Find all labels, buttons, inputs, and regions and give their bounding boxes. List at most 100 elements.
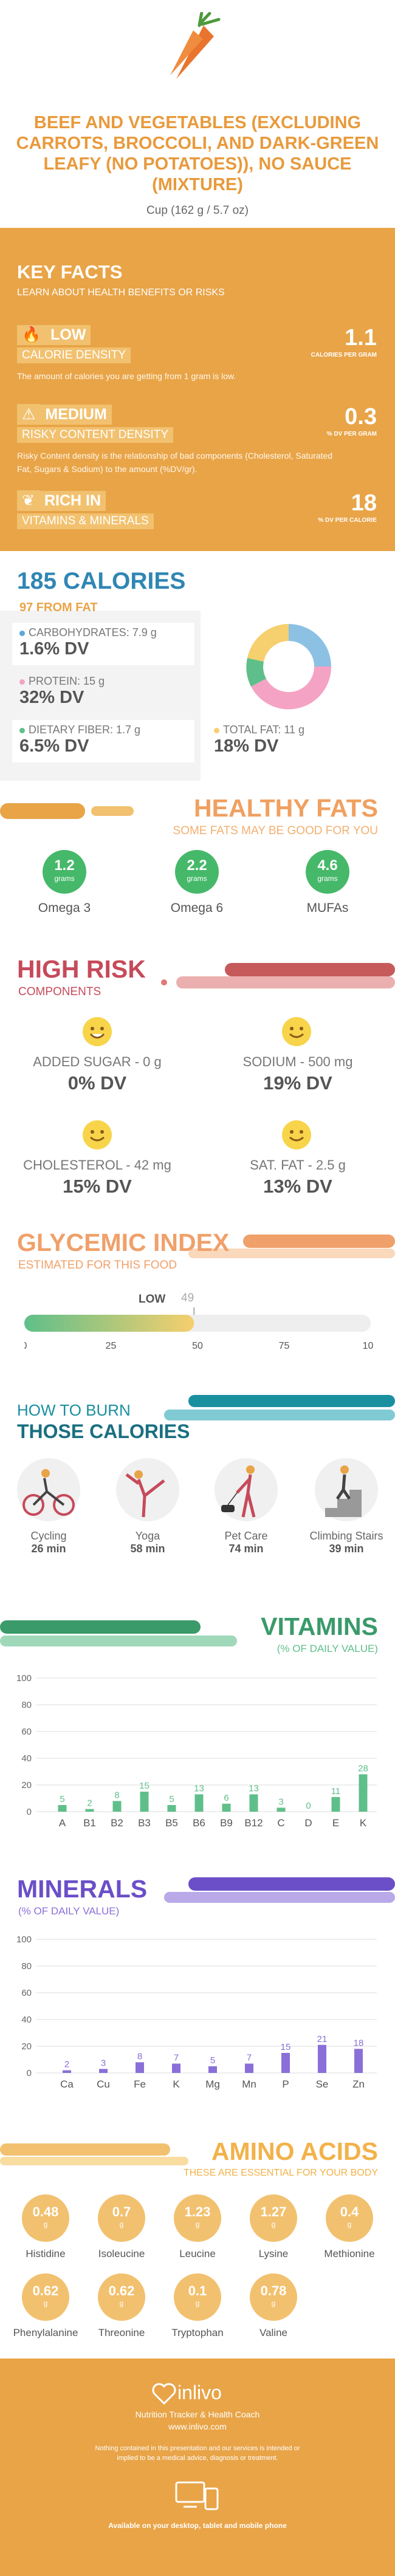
bar-value-label: 8 — [114, 1790, 119, 1800]
x-category-label: B5 — [165, 1817, 178, 1829]
bar — [318, 2044, 326, 2073]
amino-value: 1.23 — [184, 2204, 211, 2219]
activity-minutes: 58 min — [130, 1543, 165, 1555]
x-category-label: B12 — [244, 1817, 263, 1829]
fact-description: The amount of calories you are getting f… — [17, 371, 236, 381]
risk-label: ADDED SUGAR - 0 g — [33, 1054, 162, 1069]
nutrient-label: CARBOHYDRATES: 7.9 g — [29, 626, 157, 639]
activity-label: Climbing Stairs — [309, 1530, 383, 1542]
bar-value-label: 15 — [139, 1781, 149, 1791]
y-tick-label: 40 — [21, 1753, 32, 1764]
amino-unit: g — [271, 2220, 276, 2228]
bar-value-label: 11 — [331, 1786, 341, 1797]
fact-description: Risky Content density is the relationshi… — [17, 451, 333, 474]
activity-cycling: Cycling 26 min — [3, 1456, 94, 1555]
carbs-dot — [19, 631, 25, 636]
amino-unit: g — [195, 2299, 200, 2307]
gi-scale: 0 25 50 75 100 — [24, 1307, 374, 1351]
key-facts-section: KEY FACTS LEARN ABOUT HEALTH BENEFITS OR… — [0, 228, 395, 551]
activity-minutes: 74 min — [228, 1543, 264, 1555]
burn-stripe-decoration — [164, 1395, 395, 1420]
fat-label: MUFAs — [306, 901, 349, 915]
amino-subtitle: THESE ARE ESSENTIAL FOR YOUR BODY — [183, 2168, 378, 2178]
smiley-icon — [282, 1017, 311, 1046]
smiley-icon — [282, 1120, 311, 1149]
bar — [331, 1797, 340, 1812]
food-header: BEEF AND VEGETABLES (EXCLUDING CARROTS, … — [0, 0, 395, 228]
amino-valine: 0.78 g Valine — [240, 2273, 307, 2339]
risk-stripe-decoration — [161, 963, 395, 988]
amino-label: Valine — [259, 2327, 287, 2338]
yoga-icon — [116, 1458, 179, 1521]
gi-level: LOW — [139, 1293, 166, 1306]
vitamins-bar-chart: 0 20 40 60 80 100 5 A 2 B1 8 B2 15 B3 5 B5 13 B6 6 B9 13 B12 3… — [16, 1673, 377, 1829]
mufas-badge: 4.6 grams — [306, 850, 349, 894]
bar-value-label: 0 — [306, 1801, 311, 1811]
macro-donut-chart — [246, 624, 332, 710]
warning-icon: ⚠ — [17, 404, 41, 425]
activity-label: Yoga — [135, 1530, 160, 1542]
risk-value: 19% DV — [263, 1072, 332, 1094]
bar — [249, 1794, 258, 1812]
gi-tick-label: 25 — [106, 1341, 117, 1351]
nutrient-label: DIETARY FIBER: 1.7 g — [29, 724, 141, 736]
bar-value-label: 13 — [194, 1783, 204, 1793]
bar-value-label: 5 — [210, 2055, 215, 2066]
bar — [99, 2069, 108, 2073]
amino-leucine: 1.23 g Leucine — [164, 2194, 231, 2260]
fact-unit: CALORIES PER GRAM — [311, 352, 377, 358]
gi-value: 49 — [181, 1292, 194, 1304]
x-category-label: K — [360, 1817, 367, 1829]
fact-value: 1.1 — [345, 325, 377, 351]
amino-methionine: 0.4 g Methionine — [316, 2194, 383, 2260]
amino-value: 0.62 — [32, 2283, 59, 2298]
bar-value-label: 5 — [169, 1794, 174, 1804]
nutrient-label: TOTAL FAT: 11 g — [223, 724, 305, 736]
bar-value-label: 2 — [87, 1798, 92, 1809]
vitamins-stripe-decoration — [0, 1620, 237, 1646]
glycemic-index-section: GLYCEMIC INDEX ESTIMATED FOR THIS FOOD L… — [0, 1210, 395, 1380]
x-category-label: Fe — [134, 2078, 146, 2090]
donut-protein — [251, 666, 332, 710]
amino-threonine: 0.62 g Threonine — [88, 2273, 155, 2339]
amino-value: 0.48 — [32, 2204, 59, 2219]
bar — [359, 1774, 368, 1812]
fat-unit: grams — [317, 874, 338, 883]
fact-level: RICH IN — [39, 491, 106, 511]
fats-title: HEALTHY FATS — [194, 794, 378, 822]
gi-tick-label: 0 — [24, 1341, 27, 1351]
bar-value-label: 7 — [174, 2053, 179, 2063]
activity-yoga: Yoga 58 min — [102, 1456, 193, 1555]
gi-stripe-decoration — [188, 1235, 395, 1258]
risk-value: 13% DV — [263, 1176, 332, 1197]
healthy-fats-section: HEALTHY FATS SOME FATS MAY BE GOOD FOR Y… — [0, 782, 395, 943]
amino-label: Threonine — [98, 2327, 145, 2338]
protein-dot — [19, 679, 25, 685]
x-category-label: B3 — [138, 1817, 151, 1829]
amino-title: AMINO ACIDS — [211, 2137, 378, 2165]
fact-level: LOW — [46, 325, 91, 345]
amino-label: Methionine — [324, 2248, 375, 2259]
amino-phenylalanine: 0.62 g Phenylalanine — [12, 2273, 79, 2339]
fat-value: 4.6 — [317, 857, 338, 874]
x-category-label: Mg — [205, 2078, 220, 2090]
fat-label: Omega 6 — [170, 901, 224, 915]
y-tick-label: 100 — [16, 1934, 32, 1945]
key-facts-subtitle: LEARN ABOUT HEALTH BENEFITS OR RISKS — [17, 287, 225, 298]
bar-value-label: 18 — [354, 2038, 364, 2048]
amino-unit: g — [195, 2220, 200, 2228]
nutrient-label: PROTEIN: 15 g — [29, 675, 105, 687]
bar-value-label: 2 — [64, 2060, 69, 2070]
bar-value-label: 8 — [137, 2051, 142, 2061]
nutrient-carbohydrates: CARBOHYDRATES: 7.9 g 1.6% DV — [12, 623, 194, 665]
brand-url[interactable]: www.inlivo.com — [168, 2422, 227, 2431]
availability-text: Available on your desktop, tablet and mo… — [108, 2521, 287, 2530]
activity-climbing-stairs: Climbing Stairs 39 min — [301, 1456, 392, 1555]
calories-section: 185 CALORIES 97 FROM FAT CARBOHYDRATES: … — [0, 551, 395, 782]
nutrient-value: 18% DV — [214, 736, 279, 756]
fact-label: CALORIE DENSITY — [17, 348, 131, 363]
risk-subtitle: COMPONENTS — [18, 985, 101, 998]
fat-dot — [214, 728, 219, 733]
activity-label: Cycling — [30, 1530, 67, 1542]
minerals-stripe-decoration — [164, 1877, 395, 1903]
